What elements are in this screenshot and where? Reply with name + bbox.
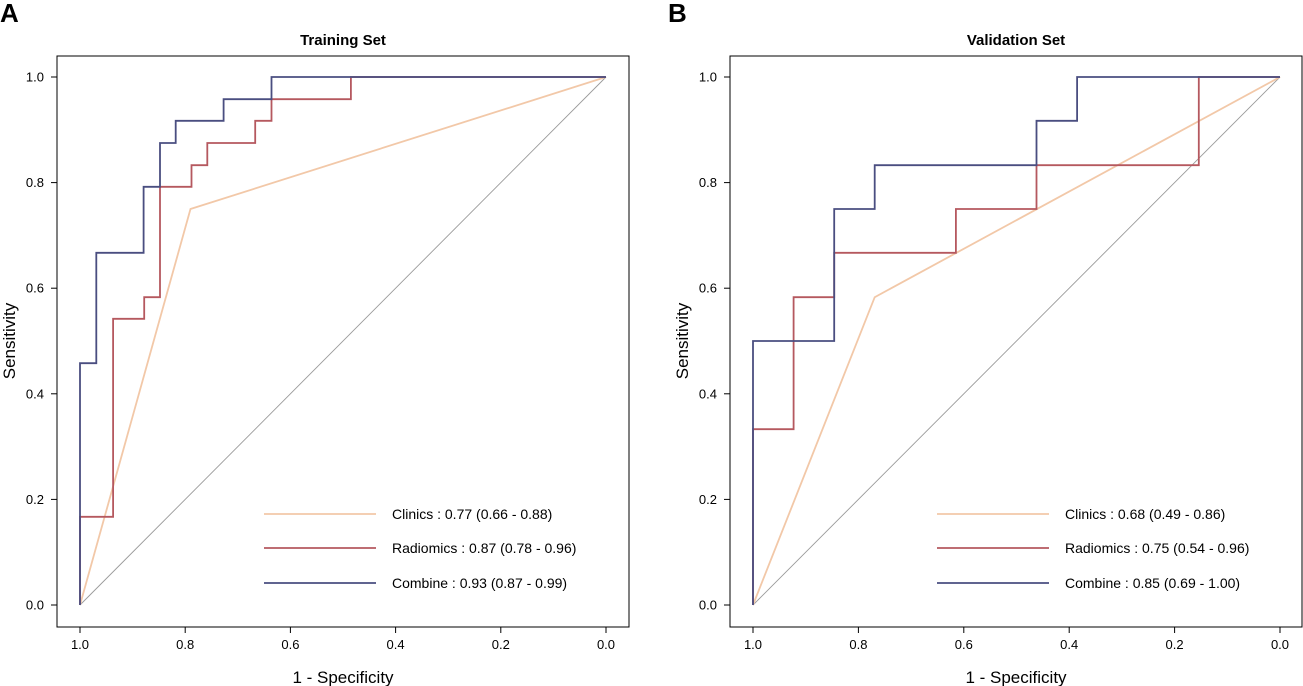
legend-label-clinics: Clinics : 0.77 (0.66 - 0.88) bbox=[392, 506, 552, 522]
x-tick-label: 0.4 bbox=[387, 637, 405, 652]
panel-b: B Validation Set 1.0 0.8 0.6 0.4 0.2 0.0 0.00… bbox=[668, 0, 1303, 686]
series-line-combine-a bbox=[79, 76, 606, 605]
y-axis-title-a: Sensitivity bbox=[0, 302, 19, 379]
series-layer-a bbox=[79, 76, 607, 606]
series-line-clinics-a bbox=[79, 76, 607, 606]
panel-a: A Training Set 1.0 0.8 0.6 0.4 0.2 0.0 0.0 0.2… bbox=[0, 0, 630, 686]
chart-title-a: Training Set bbox=[300, 32, 386, 49]
x-tick-label: 0.8 bbox=[176, 637, 194, 652]
x-tick-label: 0.2 bbox=[492, 637, 510, 652]
legend-label-combine: Combine : 0.93 (0.87 - 0.99) bbox=[392, 575, 567, 591]
y-tick-label: 0.4 bbox=[26, 386, 44, 401]
x-tick-label: 1.0 bbox=[71, 637, 89, 652]
y-axis-b: 0.0 0.2 0.4 0.6 0.8 1.0 bbox=[699, 70, 731, 613]
x-tick-label: 0.2 bbox=[1166, 637, 1184, 652]
x-tick-label: 0.6 bbox=[281, 637, 299, 652]
legend-label-clinics: Clinics : 0.68 (0.49 - 0.86) bbox=[1065, 506, 1225, 522]
y-axis-a: 0.0 0.2 0.4 0.6 0.8 1.0 bbox=[26, 70, 58, 613]
x-axis-title-a: 1 - Specificity bbox=[292, 668, 394, 686]
x-tick-label: 0.0 bbox=[597, 637, 615, 652]
legend-b: Clinics : 0.68 (0.49 - 0.86) Radiomics : … bbox=[937, 506, 1249, 591]
y-tick-label: 0.0 bbox=[26, 598, 44, 613]
y-tick-label: 0.8 bbox=[699, 175, 717, 190]
legend-label-radiomics: Radiomics : 0.87 (0.78 - 0.96) bbox=[392, 540, 576, 556]
x-tick-label: 0.8 bbox=[849, 637, 867, 652]
y-tick-label: 0.6 bbox=[699, 281, 717, 296]
series-layer-b bbox=[752, 76, 1281, 606]
y-tick-label: 0.4 bbox=[699, 386, 717, 401]
y-tick-label: 1.0 bbox=[699, 70, 717, 85]
x-axis-a: 1.0 0.8 0.6 0.4 0.2 0.0 bbox=[71, 626, 615, 652]
y-tick-label: 0.0 bbox=[699, 598, 717, 613]
y-tick-label: 1.0 bbox=[26, 70, 44, 85]
legend-label-combine: Combine : 0.85 (0.69 - 1.00) bbox=[1065, 575, 1240, 591]
panel-letter-a: A bbox=[0, 0, 19, 28]
x-tick-label: 1.0 bbox=[744, 637, 762, 652]
legend-a: Clinics : 0.77 (0.66 - 0.88) Radiomics : … bbox=[264, 506, 576, 591]
series-line-combine-b bbox=[752, 76, 1280, 605]
diagonal-line-a bbox=[79, 76, 607, 606]
x-tick-label: 0.6 bbox=[955, 637, 973, 652]
panel-letter-b: B bbox=[668, 0, 687, 28]
y-tick-label: 0.2 bbox=[699, 492, 717, 507]
x-axis-title-b: 1 - Specificity bbox=[965, 668, 1067, 686]
y-tick-label: 0.8 bbox=[26, 175, 44, 190]
x-tick-label: 0.0 bbox=[1271, 637, 1289, 652]
series-line-clinics-b bbox=[752, 76, 1281, 606]
series-line-radiomics-b bbox=[752, 76, 1280, 605]
y-tick-label: 0.2 bbox=[26, 492, 44, 507]
x-axis-b: 1.0 0.8 0.6 0.4 0.2 0.0 bbox=[744, 626, 1289, 652]
legend-label-radiomics: Radiomics : 0.75 (0.54 - 0.96) bbox=[1065, 540, 1249, 556]
x-tick-label: 0.4 bbox=[1060, 637, 1078, 652]
y-tick-label: 0.6 bbox=[26, 281, 44, 296]
y-axis-title-b: Sensitivity bbox=[673, 302, 692, 379]
diagonal-reference-a bbox=[79, 76, 607, 606]
chart-title-b: Validation Set bbox=[967, 32, 1065, 49]
